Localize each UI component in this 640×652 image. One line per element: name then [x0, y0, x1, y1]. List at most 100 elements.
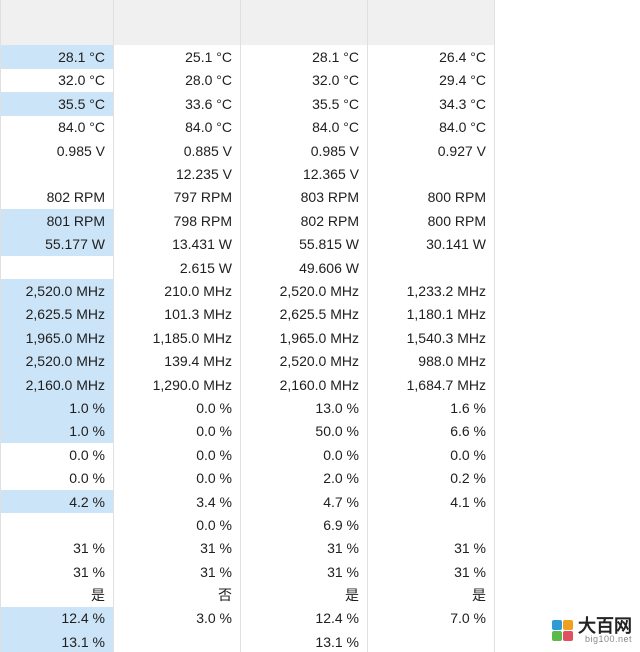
cell[interactable]: 31 %: [1, 537, 114, 560]
table-row[interactable]: 4.2 %3.4 %4.7 %4.1 %: [1, 490, 495, 513]
table-row[interactable]: 2,625.5 MHz101.3 MHz2,625.5 MHz1,180.1 M…: [1, 303, 495, 326]
table-row[interactable]: 802 RPM797 RPM803 RPM800 RPM: [1, 186, 495, 209]
cell[interactable]: 2,520.0 MHz: [241, 349, 368, 372]
cell[interactable]: [114, 22, 241, 45]
cell[interactable]: 13.1 %: [241, 630, 368, 652]
cell[interactable]: 是: [1, 583, 114, 606]
cell[interactable]: 988.0 MHz: [368, 349, 495, 372]
cell[interactable]: 0.0 %: [1, 466, 114, 489]
cell[interactable]: 3.0 %: [114, 607, 241, 630]
cell[interactable]: 32.0 °C: [1, 69, 114, 92]
cell[interactable]: [1, 0, 114, 22]
cell[interactable]: 1.6 %: [368, 396, 495, 419]
table-row[interactable]: 55.177 W13.431 W55.815 W30.141 W: [1, 233, 495, 256]
cell[interactable]: 2,160.0 MHz: [241, 373, 368, 396]
table-row[interactable]: 13.1 %13.1 %: [1, 630, 495, 652]
table-row[interactable]: 2,160.0 MHz1,290.0 MHz2,160.0 MHz1,684.7…: [1, 373, 495, 396]
cell[interactable]: 0.0 %: [114, 396, 241, 419]
cell[interactable]: 1,684.7 MHz: [368, 373, 495, 396]
cell[interactable]: 802 RPM: [1, 186, 114, 209]
cell[interactable]: 1,290.0 MHz: [114, 373, 241, 396]
cell[interactable]: [114, 0, 241, 22]
table-row[interactable]: 1.0 %0.0 %13.0 %1.6 %: [1, 396, 495, 419]
cell[interactable]: [368, 630, 495, 652]
cell[interactable]: 4.7 %: [241, 490, 368, 513]
cell[interactable]: 800 RPM: [368, 209, 495, 232]
cell[interactable]: 0.985 V: [241, 139, 368, 162]
cell[interactable]: 0.0 %: [368, 443, 495, 466]
cell[interactable]: 0.0 %: [241, 443, 368, 466]
cell[interactable]: [1, 513, 114, 536]
cell[interactable]: 0.0 %: [114, 443, 241, 466]
cell[interactable]: 0.985 V: [1, 139, 114, 162]
cell[interactable]: 139.4 MHz: [114, 349, 241, 372]
cell[interactable]: 801 RPM: [1, 209, 114, 232]
cell[interactable]: 28.0 °C: [114, 69, 241, 92]
cell[interactable]: 2,520.0 MHz: [1, 279, 114, 302]
cell[interactable]: 0.0 %: [114, 466, 241, 489]
table-row[interactable]: 28.1 °C25.1 °C28.1 °C26.4 °C: [1, 45, 495, 68]
cell[interactable]: 1,180.1 MHz: [368, 303, 495, 326]
cell[interactable]: 798 RPM: [114, 209, 241, 232]
cell[interactable]: 1.0 %: [1, 396, 114, 419]
cell[interactable]: 是: [241, 583, 368, 606]
cell[interactable]: 31 %: [241, 537, 368, 560]
cell[interactable]: 0.0 %: [114, 420, 241, 443]
cell[interactable]: 13.0 %: [241, 396, 368, 419]
cell[interactable]: 0.927 V: [368, 139, 495, 162]
cell[interactable]: 2,625.5 MHz: [241, 303, 368, 326]
cell[interactable]: 101.3 MHz: [114, 303, 241, 326]
table-row[interactable]: 84.0 °C84.0 °C84.0 °C84.0 °C: [1, 116, 495, 139]
cell[interactable]: 803 RPM: [241, 186, 368, 209]
cell[interactable]: 7.0 %: [368, 607, 495, 630]
cell[interactable]: 2.615 W: [114, 256, 241, 279]
cell[interactable]: 12.4 %: [1, 607, 114, 630]
cell[interactable]: 35.5 °C: [241, 92, 368, 115]
cell[interactable]: 0.2 %: [368, 466, 495, 489]
table-row[interactable]: 35.5 °C33.6 °C35.5 °C34.3 °C: [1, 92, 495, 115]
cell[interactable]: 4.2 %: [1, 490, 114, 513]
cell[interactable]: 33.6 °C: [114, 92, 241, 115]
cell[interactable]: 30.141 W: [368, 233, 495, 256]
table-row[interactable]: 是否是是: [1, 583, 495, 606]
table-row[interactable]: 2,520.0 MHz210.0 MHz2,520.0 MHz1,233.2 M…: [1, 279, 495, 302]
cell[interactable]: 31 %: [368, 560, 495, 583]
cell[interactable]: [114, 630, 241, 652]
cell[interactable]: 1,540.3 MHz: [368, 326, 495, 349]
table-row[interactable]: 12.235 V12.365 V: [1, 162, 495, 185]
cell[interactable]: 34.3 °C: [368, 92, 495, 115]
cell[interactable]: 31 %: [1, 560, 114, 583]
cell[interactable]: 0.0 %: [1, 443, 114, 466]
cell[interactable]: 84.0 °C: [1, 116, 114, 139]
cell[interactable]: [241, 0, 368, 22]
cell[interactable]: 2,625.5 MHz: [1, 303, 114, 326]
cell[interactable]: 6.6 %: [368, 420, 495, 443]
cell[interactable]: 2,160.0 MHz: [1, 373, 114, 396]
table-row[interactable]: 31 %31 %31 %31 %: [1, 560, 495, 583]
cell[interactable]: 25.1 °C: [114, 45, 241, 68]
table-row[interactable]: 0.985 V0.885 V0.985 V0.927 V: [1, 139, 495, 162]
cell[interactable]: 12.235 V: [114, 162, 241, 185]
cell[interactable]: 是: [368, 583, 495, 606]
cell[interactable]: 31 %: [368, 537, 495, 560]
cell[interactable]: [368, 513, 495, 536]
cell[interactable]: [368, 22, 495, 45]
cell[interactable]: 49.606 W: [241, 256, 368, 279]
cell[interactable]: [368, 0, 495, 22]
cell[interactable]: 84.0 °C: [241, 116, 368, 139]
table-row[interactable]: 32.0 °C28.0 °C32.0 °C29.4 °C: [1, 69, 495, 92]
cell[interactable]: 797 RPM: [114, 186, 241, 209]
cell[interactable]: 1,965.0 MHz: [1, 326, 114, 349]
cell[interactable]: 210.0 MHz: [114, 279, 241, 302]
table-row[interactable]: 0.0 %0.0 %0.0 %0.0 %: [1, 443, 495, 466]
cell[interactable]: 2.0 %: [241, 466, 368, 489]
cell[interactable]: 1,185.0 MHz: [114, 326, 241, 349]
table-row[interactable]: 2,520.0 MHz139.4 MHz2,520.0 MHz988.0 MHz: [1, 349, 495, 372]
table-row[interactable]: 2.615 W49.606 W: [1, 256, 495, 279]
cell[interactable]: 84.0 °C: [114, 116, 241, 139]
table-row[interactable]: 801 RPM798 RPM802 RPM800 RPM: [1, 209, 495, 232]
cell[interactable]: 55.177 W: [1, 233, 114, 256]
cell[interactable]: 0.885 V: [114, 139, 241, 162]
cell[interactable]: 32.0 °C: [241, 69, 368, 92]
table-row[interactable]: 0.0 %6.9 %: [1, 513, 495, 536]
